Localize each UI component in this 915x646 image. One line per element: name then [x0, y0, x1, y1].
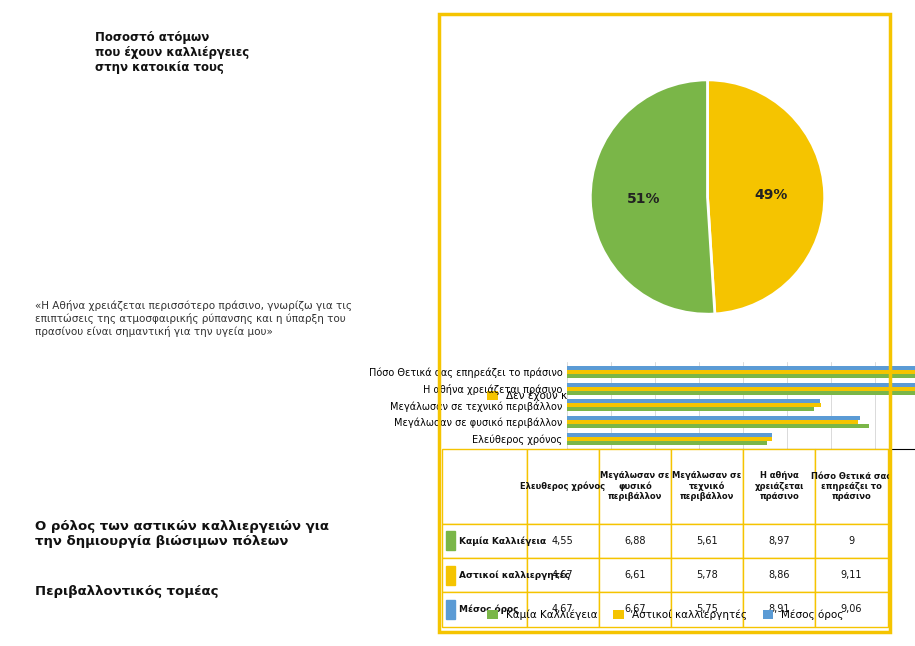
- Bar: [442, 449, 527, 523]
- Bar: [567, 437, 772, 441]
- Text: Μεγάλωσαν σε
φυσικό
περιβάλλον: Μεγάλωσαν σε φυσικό περιβάλλον: [600, 471, 670, 501]
- Text: 4,67: 4,67: [552, 605, 574, 614]
- Bar: [671, 449, 743, 523]
- Bar: [567, 441, 767, 445]
- Text: 6,67: 6,67: [624, 605, 646, 614]
- Text: Η αθήνα
χρειάζεται
πράσινο: Η αθήνα χρειάζεται πράσινο: [755, 472, 804, 501]
- Bar: [567, 370, 915, 374]
- Wedge shape: [590, 80, 715, 314]
- Bar: [598, 523, 671, 558]
- Text: 4,67: 4,67: [552, 570, 574, 580]
- Bar: [815, 523, 888, 558]
- Text: Πόσο Θετικά σας
επηρεάζει το
πράσινο: Πόσο Θετικά σας επηρεάζει το πράσινο: [812, 471, 891, 501]
- Bar: [446, 566, 456, 585]
- Bar: [527, 558, 598, 592]
- Bar: [567, 408, 813, 412]
- Text: Ποσοστό ατόμων
που έχουν καλλιέργειες
στην κατοικία τους: Ποσοστό ατόμων που έχουν καλλιέργειες στ…: [95, 31, 249, 74]
- Bar: [567, 433, 772, 437]
- Bar: [743, 558, 815, 592]
- Text: Περιβαλλοντικός τομέας: Περιβαλλοντικός τομέας: [35, 585, 219, 598]
- Bar: [815, 449, 888, 523]
- Text: 8,97: 8,97: [769, 536, 790, 546]
- Text: 49%: 49%: [754, 188, 788, 202]
- Bar: [567, 374, 915, 378]
- Text: 5,75: 5,75: [696, 605, 718, 614]
- Text: Μεγάλωσαν σε
τεχνικό
περιβάλλον: Μεγάλωσαν σε τεχνικό περιβάλλον: [673, 471, 742, 501]
- Bar: [567, 386, 915, 391]
- Bar: [743, 449, 815, 523]
- Bar: [442, 592, 527, 627]
- Bar: [815, 592, 888, 627]
- Bar: [446, 531, 456, 550]
- Bar: [743, 523, 815, 558]
- Text: «H Aθήνα χρειάζεται περισσότερο πράσινο, γνωρίζω για τις
επιπτώσεις της ατμοσφαι: «H Aθήνα χρειάζεται περισσότερο πράσινο,…: [35, 300, 351, 337]
- Bar: [567, 391, 915, 395]
- Text: Καμία Καλλιέγεια: Καμία Καλλιέγεια: [459, 536, 546, 545]
- Text: Ο ρόλος των αστικών καλλιεργειών για
την δημιουργία βιώσιμων πόλεων: Ο ρόλος των αστικών καλλιεργειών για την…: [35, 520, 328, 548]
- Bar: [598, 558, 671, 592]
- Text: 4,55: 4,55: [552, 536, 574, 546]
- Bar: [815, 558, 888, 592]
- Text: 6,61: 6,61: [624, 570, 646, 580]
- Bar: [567, 399, 820, 403]
- Bar: [527, 449, 598, 523]
- Legend: Δεν έχουν καλλιέργειες, Έχουν κάποια μορφή καλλιέργειας: Δεν έχουν καλλιέργειες, Έχουν κάποια μορ…: [483, 386, 848, 406]
- Bar: [598, 449, 671, 523]
- Bar: [567, 416, 860, 420]
- Bar: [671, 523, 743, 558]
- Bar: [567, 424, 869, 428]
- Text: 9,06: 9,06: [841, 605, 862, 614]
- Bar: [442, 523, 527, 558]
- Bar: [567, 382, 915, 386]
- Bar: [567, 403, 821, 408]
- Bar: [598, 592, 671, 627]
- Bar: [442, 558, 527, 592]
- Bar: [743, 592, 815, 627]
- Text: 5,61: 5,61: [696, 536, 718, 546]
- Text: 9,11: 9,11: [841, 570, 862, 580]
- Bar: [446, 600, 456, 619]
- Legend: Καμία Καλλιέγεια, Αστικοί καλλιεργητές, Μέσος όρος: Καμία Καλλιέγεια, Αστικοί καλλιεργητές, …: [483, 605, 848, 625]
- Text: 8,91: 8,91: [769, 605, 790, 614]
- Text: 9: 9: [848, 536, 855, 546]
- Bar: [567, 420, 857, 424]
- Text: 6,88: 6,88: [624, 536, 646, 546]
- Text: 51%: 51%: [627, 192, 661, 206]
- Wedge shape: [707, 80, 824, 314]
- Bar: [671, 558, 743, 592]
- Bar: [527, 592, 598, 627]
- Text: Ελευθερος χρόνος: Ελευθερος χρόνος: [520, 481, 605, 491]
- Text: 5,78: 5,78: [696, 570, 718, 580]
- Bar: [567, 366, 915, 370]
- Bar: [671, 592, 743, 627]
- Text: 8,86: 8,86: [769, 570, 790, 580]
- Bar: [527, 523, 598, 558]
- Text: Μέσος όρος: Μέσος όρος: [459, 605, 518, 614]
- Text: Αστικοί καλλιεργητές: Αστικοί καλλιεργητές: [459, 570, 570, 580]
